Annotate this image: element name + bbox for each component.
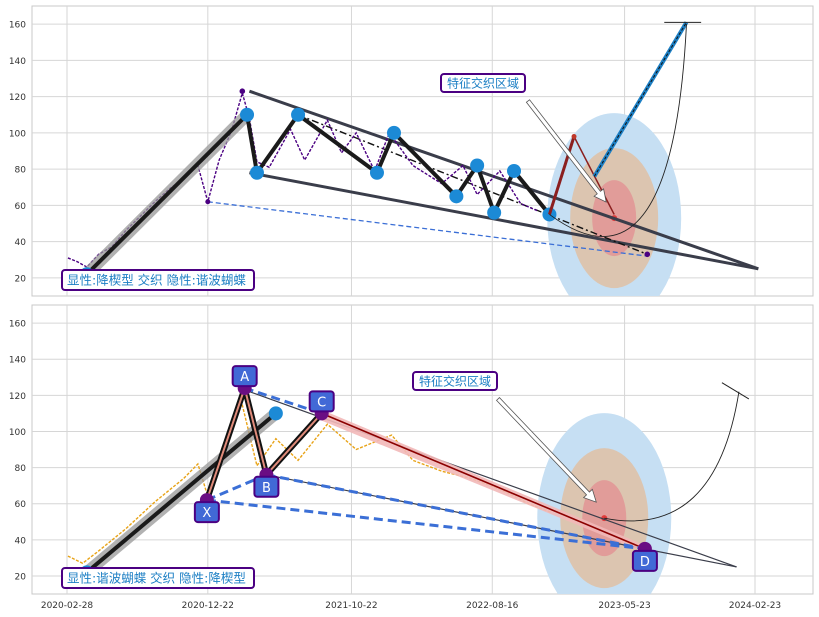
harmonic-dashed-leg xyxy=(206,498,646,551)
harmonic-label-box xyxy=(253,475,280,498)
low-marker xyxy=(205,199,211,205)
y-tick-label: 140 xyxy=(9,356,26,366)
pivot-dot xyxy=(449,189,464,204)
harmonic-leg-inner xyxy=(205,387,323,501)
harmonic-dashed-leg xyxy=(266,473,646,551)
harmonic-label-text: B xyxy=(262,481,271,496)
pivot-dot xyxy=(470,158,485,173)
annotation-arrow xyxy=(525,99,607,203)
y-tick-label: 40 xyxy=(15,238,27,248)
x-tick-label: 2021-10-22 xyxy=(325,601,377,611)
x-tick-label: 2024-02-23 xyxy=(729,601,781,611)
x-tick-label: 2020-12-22 xyxy=(182,601,234,611)
y-tick-label: 140 xyxy=(9,57,26,67)
support-dashed-line xyxy=(207,201,648,257)
pivot-dot xyxy=(507,163,522,178)
annotation-box xyxy=(412,371,498,391)
y-tick-label: 120 xyxy=(9,93,26,103)
annotation-label: 特征交织区域 xyxy=(419,374,491,389)
y-tick-label: 160 xyxy=(9,21,26,31)
projection-arc xyxy=(604,391,740,522)
y-tick-label: 60 xyxy=(15,500,27,510)
pattern-caption: 显性:降楔型 交织 隐性:谐波蝴蝶 xyxy=(67,273,246,288)
y-tick-label: 40 xyxy=(15,536,27,546)
pivot-dot xyxy=(386,125,401,140)
pivot-dot xyxy=(249,165,264,180)
harmonic-label-text: X xyxy=(202,506,211,521)
bottom-panel: 20 40 60 80 100 120 140 160 2020-02-28 2020-12-22… xyxy=(9,304,814,611)
x-tick-label: 2020-02-28 xyxy=(41,601,94,611)
caption-box xyxy=(61,269,255,291)
projection-blue-leg xyxy=(592,21,689,178)
pivot-dot xyxy=(291,107,306,122)
plot-area xyxy=(67,21,759,296)
trend-dashdot-line xyxy=(297,114,648,255)
zigzag-pattern-line xyxy=(245,112,552,216)
harmonic-label-text: A xyxy=(240,370,249,385)
projection-cap xyxy=(721,382,750,400)
x-tick-label: 2022-08-16 xyxy=(466,601,519,611)
impulse-leg-line xyxy=(85,113,249,276)
impulse-leg-line xyxy=(85,411,278,574)
harmonic-label-box xyxy=(631,549,658,572)
harmonic-label-box xyxy=(308,390,335,413)
projection-arc xyxy=(549,24,687,237)
harmonic-label-box xyxy=(193,501,220,524)
harmonic-dashed-leg xyxy=(206,473,267,502)
wedge-upper-line xyxy=(248,89,759,271)
annotation-label: 特征交织区域 xyxy=(447,76,519,91)
pivot-dot xyxy=(240,107,255,122)
impulse-end-dot xyxy=(268,406,283,421)
pivot-dot xyxy=(369,165,384,180)
harmonic-cd-line xyxy=(321,412,646,550)
y-tick-label: 20 xyxy=(15,274,27,284)
harmonic-label-text: C xyxy=(317,395,326,410)
caption-box xyxy=(61,567,255,589)
projection-red-leg xyxy=(548,136,576,215)
plot-frame xyxy=(31,304,814,595)
pivot-dot xyxy=(487,205,502,220)
harmonic-label-text: D xyxy=(640,555,650,570)
y-tick-label: 60 xyxy=(15,202,27,212)
pattern-caption: 显性:谐波蝴蝶 交织 隐性:降楔型 xyxy=(67,571,246,586)
y-tick-label: 120 xyxy=(9,392,26,402)
peak-marker xyxy=(239,88,246,94)
y-tick-label: 20 xyxy=(15,572,27,582)
y-tick-label: 160 xyxy=(9,320,26,330)
y-tick-label: 80 xyxy=(15,166,27,176)
trend-end-point xyxy=(644,251,651,258)
y-tick-label: 80 xyxy=(15,464,27,474)
projection-top-marker xyxy=(571,134,577,139)
y-tick-label: 100 xyxy=(9,428,26,438)
harmonic-label-box xyxy=(231,365,258,388)
wedge-lower-line xyxy=(249,171,759,271)
x-tick-label: 2023-05-23 xyxy=(598,601,650,611)
y-tick-label: 100 xyxy=(9,129,26,139)
annotation-arrow xyxy=(495,397,597,503)
annotation-box xyxy=(440,73,526,93)
